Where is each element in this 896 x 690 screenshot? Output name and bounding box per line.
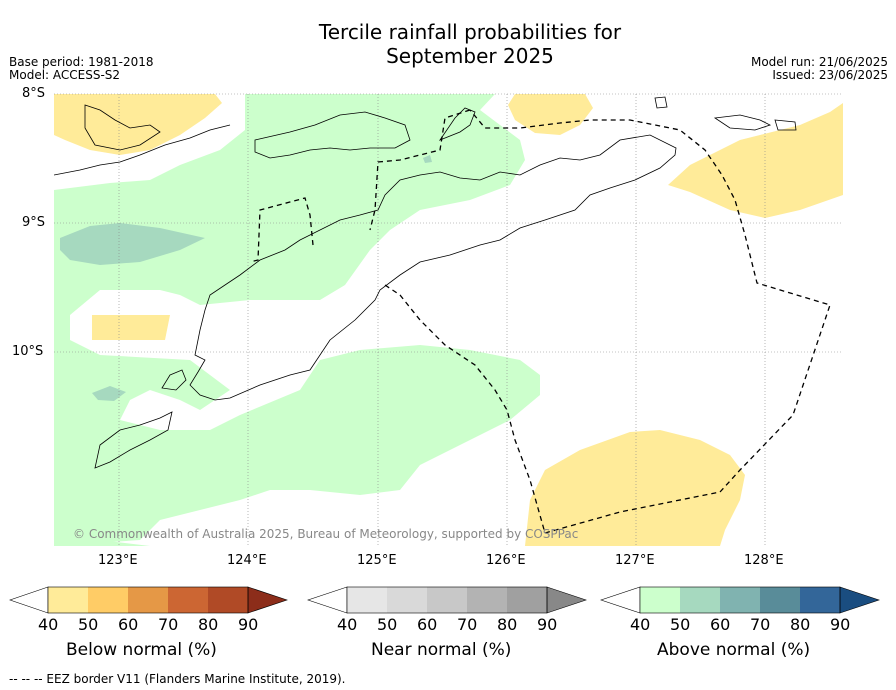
flores-coast	[54, 124, 231, 176]
near-tick-90: 90	[537, 615, 558, 634]
timor-island-coast	[189, 134, 677, 401]
model-name: Model: ACCESS-S2	[9, 68, 121, 82]
title-line-2: September 2025	[386, 44, 554, 68]
map-title: Tercile rainfall probabilities for Septe…	[270, 20, 670, 68]
above-tick-60: 60	[710, 615, 731, 634]
east-islands-coast	[713, 114, 772, 131]
near-normal-label: Near normal (%)	[371, 640, 512, 660]
below-tick-50: 50	[78, 615, 99, 634]
base-period: Base period: 1981-2018	[9, 55, 154, 69]
below-normal-region-north	[508, 94, 593, 135]
colorbar-near	[307, 586, 587, 614]
copyright-notice: © Commonwealth of Australia 2025, Bureau…	[73, 527, 579, 541]
above-normal-label: Above normal (%)	[657, 640, 811, 660]
lon-label-128e: 128°E	[744, 553, 784, 568]
lon-label-124e: 124°E	[227, 553, 267, 568]
lon-label-123e: 123°E	[98, 553, 138, 568]
eez-border	[249, 109, 831, 534]
alor-coast	[254, 111, 411, 159]
lat-label-9s: 9°S	[22, 215, 46, 230]
below-tick-70: 70	[158, 615, 179, 634]
small-island-1	[654, 96, 668, 109]
below-normal-region-nw	[54, 94, 222, 155]
below-normal-region-east	[668, 103, 843, 218]
coastlines	[54, 96, 797, 469]
above-tick-90: 90	[830, 615, 851, 634]
probability-field	[54, 94, 843, 546]
near-tick-60: 60	[417, 615, 438, 634]
run-info: Model run: 21/06/2025 Issued: 23/06/2025	[751, 56, 888, 82]
colorbar-below	[9, 586, 288, 614]
eez-legend-note: -- -- -- EEZ border V11 (Flanders Marine…	[9, 672, 346, 686]
lon-label-127e: 127°E	[615, 553, 655, 568]
lat-label-10s: 10°S	[12, 344, 44, 359]
above-normal-region	[54, 94, 525, 546]
near-tick-70: 70	[457, 615, 478, 634]
above-tick-50: 50	[670, 615, 691, 634]
lon-label-126e: 126°E	[486, 553, 526, 568]
above-normal-region-south	[54, 345, 540, 546]
lon-label-125e: 125°E	[357, 553, 397, 568]
north-island-coast	[84, 104, 161, 151]
below-normal-region-south	[525, 430, 745, 546]
issued-date: Issued: 23/06/2025	[772, 68, 888, 82]
title-line-1: Tercile rainfall probabilities for	[318, 20, 622, 44]
colorbar-above	[600, 586, 880, 614]
shoal-patch	[423, 155, 432, 163]
below-tick-80: 80	[198, 615, 219, 634]
near-tick-80: 80	[497, 615, 518, 634]
above-normal-50-region-small	[92, 386, 126, 401]
near-tick-50: 50	[377, 615, 398, 634]
sawu-island-coast	[94, 411, 173, 469]
above-tick-40: 40	[630, 615, 651, 634]
near-tick-40: 40	[337, 615, 358, 634]
below-normal-label: Below normal (%)	[66, 640, 217, 660]
below-normal-region-west	[92, 315, 170, 340]
below-tick-60: 60	[118, 615, 139, 634]
model-info: Base period: 1981-2018 Model: ACCESS-S2	[9, 56, 154, 82]
small-island-2	[774, 119, 797, 131]
lat-label-8s: 8°S	[22, 86, 46, 101]
below-tick-90: 90	[238, 615, 259, 634]
above-normal-50-region	[60, 223, 205, 265]
rote-island-coast	[161, 369, 187, 391]
above-tick-70: 70	[750, 615, 771, 634]
below-tick-40: 40	[38, 615, 59, 634]
wetar-coast	[438, 107, 476, 141]
above-tick-80: 80	[790, 615, 811, 634]
model-run: Model run: 21/06/2025	[750, 55, 888, 69]
